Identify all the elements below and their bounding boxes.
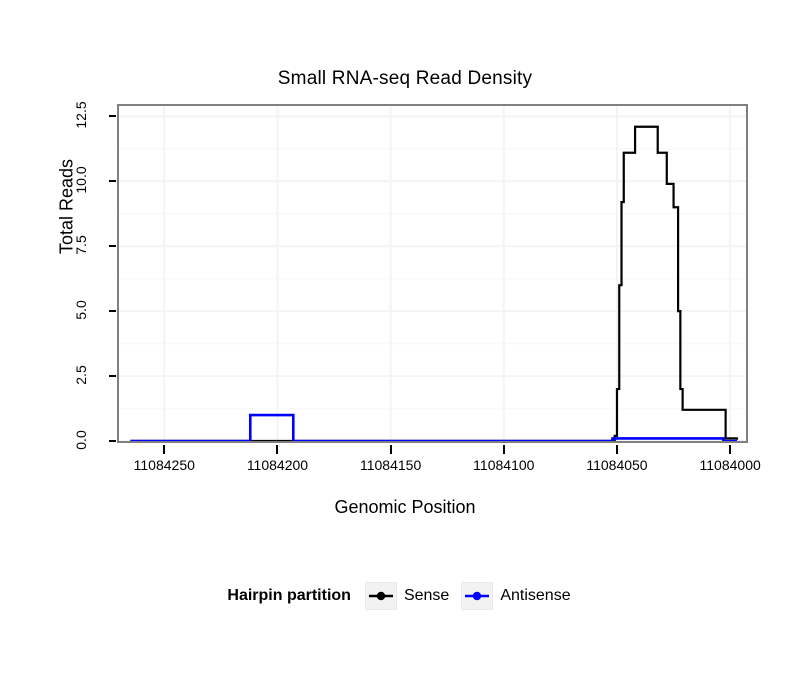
y-tick-label: 12.5 xyxy=(73,101,89,129)
y-tick-mark xyxy=(109,180,116,183)
y-tick-label: 5.0 xyxy=(73,300,89,320)
x-tick-mark xyxy=(502,445,505,454)
x-tick-label: 11084000 xyxy=(699,457,761,473)
y-tick-label: 2.5 xyxy=(73,365,89,385)
series-line-sense xyxy=(130,125,739,441)
y-tick-label: 0.0 xyxy=(73,430,89,450)
y-tick-label: 7.5 xyxy=(73,235,89,255)
legend-item-sense[interactable]: Sense xyxy=(364,582,450,610)
x-tick-mark xyxy=(389,445,392,454)
chart-title: Small RNA-seq Read Density xyxy=(277,68,533,89)
x-tick-label: 11084200 xyxy=(246,457,309,473)
x-tick-mark xyxy=(729,445,732,454)
y-tick-mark xyxy=(109,115,116,118)
series-line-antisense xyxy=(130,413,737,441)
legend-items: Sense Antisense xyxy=(364,582,583,610)
y-tick-label: 10.0 xyxy=(73,166,89,194)
y-tick-mark xyxy=(109,310,116,313)
x-tick-mark xyxy=(276,445,279,454)
legend-label: Antisense xyxy=(500,587,571,604)
legend: Hairpin partition Sense Antisense xyxy=(0,582,810,610)
legend-key-antisense-icon xyxy=(461,582,494,610)
legend-key-sense-icon xyxy=(364,582,397,610)
plot-area xyxy=(119,106,746,441)
x-tick-label: 11084050 xyxy=(586,457,648,473)
x-tick-label: 11084150 xyxy=(359,457,422,473)
y-tick-mark xyxy=(109,245,116,248)
legend-item-antisense[interactable]: Antisense xyxy=(461,582,571,610)
plot-panel xyxy=(117,104,748,443)
x-axis-title: Genomic Position xyxy=(334,497,476,517)
x-tick-mark xyxy=(163,445,166,454)
y-tick-mark xyxy=(109,375,116,378)
x-tick-label: 11084250 xyxy=(133,457,195,473)
legend-label: Sense xyxy=(403,587,450,604)
y-tick-mark xyxy=(109,440,116,442)
legend-title: Hairpin partition xyxy=(227,587,351,604)
x-tick-mark xyxy=(615,445,618,454)
x-tick-label: 11084100 xyxy=(473,457,535,473)
